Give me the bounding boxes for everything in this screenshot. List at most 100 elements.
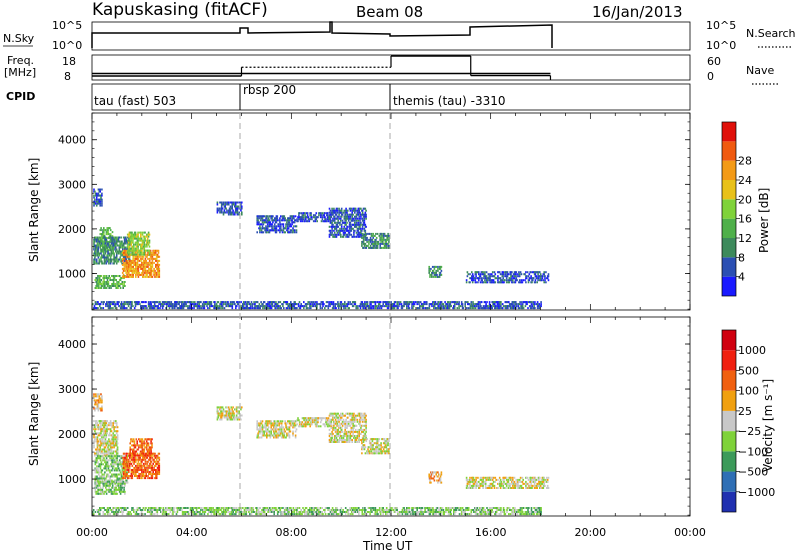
range-cell-4 bbox=[132, 257, 134, 260]
range-cell-3 bbox=[107, 277, 110, 279]
range-cell-4 bbox=[125, 265, 127, 268]
range-cell-12 bbox=[485, 271, 488, 274]
range-cell-2 bbox=[105, 479, 107, 482]
range-cell-13 bbox=[316, 301, 318, 304]
range-cell-13 bbox=[409, 301, 411, 304]
range-cell-13 bbox=[305, 305, 308, 308]
range-cell-9 bbox=[360, 207, 362, 210]
range-cell-8 bbox=[315, 212, 318, 215]
range-cell-13 bbox=[383, 301, 385, 304]
range-cell-12 bbox=[547, 273, 550, 276]
range-cell-5 bbox=[134, 446, 137, 449]
range-cell-13 bbox=[266, 303, 268, 306]
range-cell-12 bbox=[491, 281, 494, 284]
range-cell-9 bbox=[362, 215, 365, 218]
range-cell-5 bbox=[131, 247, 133, 250]
range-cell-9 bbox=[361, 213, 364, 216]
range-cell-7 bbox=[290, 229, 293, 232]
range-cell-1 bbox=[100, 237, 102, 240]
range-cell-13 bbox=[234, 303, 236, 306]
range-cell-12 bbox=[518, 271, 520, 274]
range-cell-2 bbox=[119, 473, 122, 476]
range-cell-7 bbox=[288, 217, 291, 220]
range-cell-13 bbox=[129, 301, 132, 304]
range-cell-1 bbox=[93, 436, 95, 439]
range-cell-5 bbox=[150, 450, 152, 453]
range-cell-5 bbox=[133, 442, 136, 445]
range-cell-8 bbox=[323, 214, 325, 217]
range-cell-11 bbox=[435, 271, 437, 274]
range-cell-4 bbox=[135, 464, 137, 467]
range-cell-4 bbox=[137, 269, 140, 272]
range-cell-1 bbox=[116, 448, 119, 451]
range-cell-0 bbox=[100, 194, 102, 197]
range-cell-9 bbox=[348, 217, 351, 220]
range-cell-4 bbox=[125, 271, 127, 274]
range-cell-4 bbox=[130, 475, 133, 477]
range-cell-1 bbox=[102, 428, 105, 431]
range-cell-2 bbox=[109, 471, 111, 474]
range-cell-5 bbox=[128, 245, 131, 248]
range-cell-13 bbox=[297, 305, 300, 308]
range-cell-13 bbox=[320, 301, 323, 304]
range-cell-5 bbox=[126, 233, 129, 236]
range-cell-1 bbox=[108, 422, 111, 425]
range-cell-12 bbox=[525, 277, 528, 280]
range-cell-9 bbox=[339, 227, 341, 230]
range-cell-13 bbox=[351, 301, 354, 304]
range-cell-11 bbox=[437, 275, 439, 278]
range-cell-13 bbox=[501, 303, 504, 306]
range-cell-3 bbox=[123, 277, 125, 279]
range-cell-11 bbox=[439, 271, 442, 274]
range-cell-4 bbox=[124, 475, 127, 477]
range-cell-0 bbox=[100, 401, 102, 404]
range-cell-4 bbox=[147, 475, 149, 477]
range-cell-13 bbox=[347, 307, 350, 310]
range-cell-2 bbox=[95, 260, 98, 263]
range-cell-4 bbox=[141, 460, 143, 463]
range-cell-13 bbox=[117, 303, 119, 306]
range-cell-2 bbox=[122, 256, 125, 259]
range-cell-4 bbox=[150, 475, 153, 477]
range-cell-13 bbox=[527, 307, 529, 310]
range-cell-7 bbox=[275, 221, 278, 224]
range-cell-2 bbox=[106, 461, 109, 464]
range-cell-13 bbox=[297, 303, 300, 306]
range-cell-2 bbox=[112, 252, 114, 255]
range-cell-12 bbox=[535, 275, 538, 278]
range-cell-1 bbox=[100, 448, 102, 451]
range-cell-1 bbox=[103, 233, 105, 236]
range-cell-8 bbox=[327, 218, 330, 221]
range-cell-13 bbox=[276, 305, 279, 308]
range-cell-13 bbox=[357, 307, 359, 310]
range-cell-13 bbox=[497, 301, 500, 304]
range-cell-10 bbox=[362, 246, 365, 249]
range-cell-4 bbox=[130, 469, 133, 471]
range-cell-13 bbox=[120, 307, 123, 310]
range-cell-12 bbox=[531, 281, 533, 284]
range-cell-9 bbox=[353, 217, 355, 220]
range-cell-4 bbox=[155, 271, 157, 274]
range-cell-7 bbox=[271, 223, 273, 226]
range-cell-13 bbox=[496, 301, 499, 304]
range-cell-2 bbox=[118, 477, 121, 480]
range-cell-4 bbox=[143, 469, 146, 471]
range-cell-5 bbox=[147, 231, 150, 234]
range-cell-2 bbox=[105, 262, 108, 265]
range-cell-1 bbox=[95, 428, 97, 431]
range-cell-5 bbox=[129, 237, 132, 240]
range-cell-13 bbox=[363, 305, 365, 308]
range-cell-4 bbox=[151, 464, 154, 467]
range-cell-12 bbox=[474, 279, 477, 282]
range-cell-3 bbox=[94, 482, 97, 485]
range-cell-4 bbox=[155, 257, 157, 260]
range-cell-13 bbox=[376, 301, 378, 304]
range-cell-1 bbox=[109, 229, 112, 232]
range-cell-12 bbox=[524, 279, 526, 282]
range-cell-0 bbox=[97, 393, 100, 396]
range-cell-4 bbox=[153, 261, 155, 264]
range-cell-9 bbox=[351, 223, 353, 226]
range-cell-10 bbox=[364, 242, 367, 245]
range-cell-2 bbox=[115, 467, 117, 470]
range-cell-5 bbox=[132, 235, 134, 238]
